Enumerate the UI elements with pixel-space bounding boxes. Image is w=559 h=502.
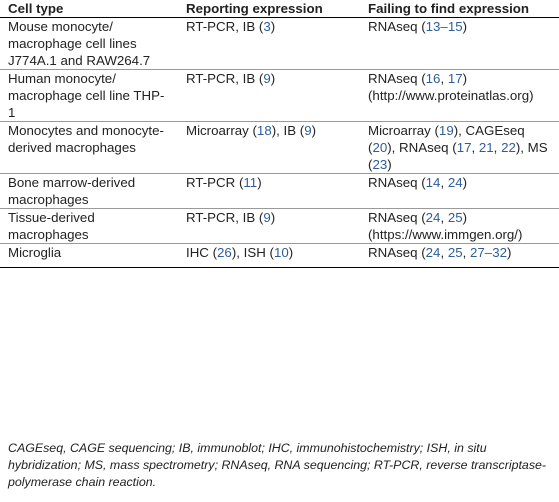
failing-expression-cell: Microarray (19), CAGEseq (20), RNAseq (1… <box>360 121 559 174</box>
reference-link[interactable]: 9 <box>263 71 271 86</box>
reference-link[interactable]: 17 <box>447 71 463 86</box>
table-row: Monocytes and monocyte-derived macrophag… <box>0 121 559 174</box>
reference-link[interactable]: 27–32 <box>470 245 507 260</box>
reference-link[interactable]: 16 <box>425 71 441 86</box>
cell-text: ) <box>462 175 468 190</box>
cell-text: ) (https://www.immgen.org/) <box>368 210 523 242</box>
table-row: Bone marrow-derived macrophages RT-PCR (1… <box>0 173 559 209</box>
reporting-expression-cell: RT-PCR (11) <box>178 173 360 209</box>
reporting-expression-cell: Microarray (18), IB (9) <box>178 121 360 174</box>
reference-link[interactable]: 24 <box>425 245 441 260</box>
header-row: Cell type Reporting expression Failing t… <box>0 0 559 18</box>
table-body: Mouse monocyte/ macrophage cell lines J7… <box>0 17 559 268</box>
cell-text: RNAseq ( <box>368 19 426 34</box>
cell-type-cell: Bone marrow-derived macrophages <box>0 173 178 209</box>
table-row: Microglia IHC (26), ISH (10) RNAseq (24, 2… <box>0 243 559 268</box>
cell-text: RT-PCR ( <box>186 175 244 190</box>
cell-text: ) <box>311 123 317 138</box>
cell-text: RNAseq ( <box>368 71 426 86</box>
cell-text: ) <box>387 157 392 172</box>
cell-text: , <box>440 71 448 86</box>
failing-expression-cell: RNAseq (13–15) <box>360 17 559 70</box>
cell-text: RNAseq ( <box>368 245 426 260</box>
cell-text: ) (http://www.proteinatlas.org) <box>368 71 534 103</box>
failing-expression-cell: RNAseq (14, 24) <box>360 173 559 209</box>
reference-link[interactable]: 10 <box>273 245 289 260</box>
cell-type-cell: Tissue-derived macrophages <box>0 208 178 244</box>
cell-text: , <box>440 175 448 190</box>
cell-text: ), IB ( <box>271 123 305 138</box>
expression-table: Cell type Reporting expression Failing t… <box>0 0 559 268</box>
cell-text: , <box>493 140 502 155</box>
reference-link[interactable]: 3 <box>263 19 271 34</box>
cell-text: , <box>471 140 479 155</box>
cell-text: ) <box>257 175 262 190</box>
table-row: Human monocyte/ macrophage cell line THP… <box>0 69 559 122</box>
table-header: Cell type Reporting expression Failing t… <box>0 0 559 18</box>
reference-link[interactable]: 23 <box>372 157 388 172</box>
reporting-expression-cell: RT-PCR, IB (3) <box>178 17 360 70</box>
cell-text: Microarray ( <box>368 123 439 138</box>
cell-text: , <box>440 245 448 260</box>
reference-link[interactable]: 11 <box>243 175 258 190</box>
reference-link[interactable]: 18 <box>256 123 272 138</box>
cell-text: ) <box>507 245 512 260</box>
reference-link[interactable]: 21 <box>478 140 494 155</box>
reference-link[interactable]: 22 <box>501 140 516 155</box>
cell-text: ), CAGEseq ( <box>368 123 525 155</box>
cell-text: RT-PCR, IB ( <box>186 19 264 34</box>
cell-text: ) <box>270 71 276 86</box>
cell-text: ), ISH ( <box>231 245 274 260</box>
reference-link[interactable]: 17 <box>456 140 472 155</box>
reference-link[interactable]: 24 <box>425 210 441 225</box>
cell-text: ), RNAseq ( <box>387 140 457 155</box>
reference-link[interactable]: 9 <box>263 210 271 225</box>
cell-type-cell: Monocytes and monocyte-derived macrophag… <box>0 121 178 174</box>
header-reporting-expression: Reporting expression <box>178 0 360 18</box>
cell-text: ) <box>462 19 468 34</box>
cell-text: RT-PCR, IB ( <box>186 210 264 225</box>
reference-link[interactable]: 13–15 <box>425 19 463 34</box>
cell-text: , <box>440 210 448 225</box>
reference-link[interactable]: 24 <box>447 175 463 190</box>
cell-text: ) <box>270 19 276 34</box>
failing-expression-cell: RNAseq (16, 17) (http://www.proteinatlas… <box>360 69 559 122</box>
header-failing-expression: Failing to find expression <box>360 0 559 18</box>
cell-text: IHC ( <box>186 245 218 260</box>
reference-link[interactable]: 25 <box>447 210 463 225</box>
reference-link[interactable]: 26 <box>217 245 232 260</box>
reporting-expression-cell: RT-PCR, IB (9) <box>178 208 360 244</box>
reporting-expression-cell: RT-PCR, IB (9) <box>178 69 360 122</box>
cell-text: ) <box>270 210 276 225</box>
cell-text: ) <box>288 245 294 260</box>
header-cell-type: Cell type <box>0 0 178 18</box>
table-row: Tissue-derived macrophages RT-PCR, IB (9)… <box>0 208 559 244</box>
cell-text: Microarray ( <box>186 123 257 138</box>
cell-text: RNAseq ( <box>368 210 426 225</box>
failing-expression-cell: RNAseq (24, 25) (https://www.immgen.org/… <box>360 208 559 244</box>
reference-link[interactable]: 9 <box>304 123 312 138</box>
cell-text: ), MS ( <box>368 140 548 172</box>
reference-link[interactable]: 14 <box>425 175 441 190</box>
failing-expression-cell: RNAseq (24, 25, 27–32) <box>360 243 559 268</box>
cell-text: , <box>462 245 471 260</box>
cell-type-cell: Mouse monocyte/ macrophage cell lines J7… <box>0 17 178 70</box>
cell-text: RNAseq ( <box>368 175 426 190</box>
reference-link[interactable]: 20 <box>372 140 388 155</box>
reference-link[interactable]: 25 <box>447 245 463 260</box>
table-footnote: CAGEseq, CAGE sequencing; IB, immunoblot… <box>8 441 547 489</box>
cell-type-cell: Human monocyte/ macrophage cell line THP… <box>0 69 178 122</box>
cell-type-cell: Microglia <box>0 243 178 268</box>
reference-link[interactable]: 19 <box>438 123 454 138</box>
cell-text: RT-PCR, IB ( <box>186 71 264 86</box>
table-row: Mouse monocyte/ macrophage cell lines J7… <box>0 17 559 70</box>
reporting-expression-cell: IHC (26), ISH (10) <box>178 243 360 268</box>
